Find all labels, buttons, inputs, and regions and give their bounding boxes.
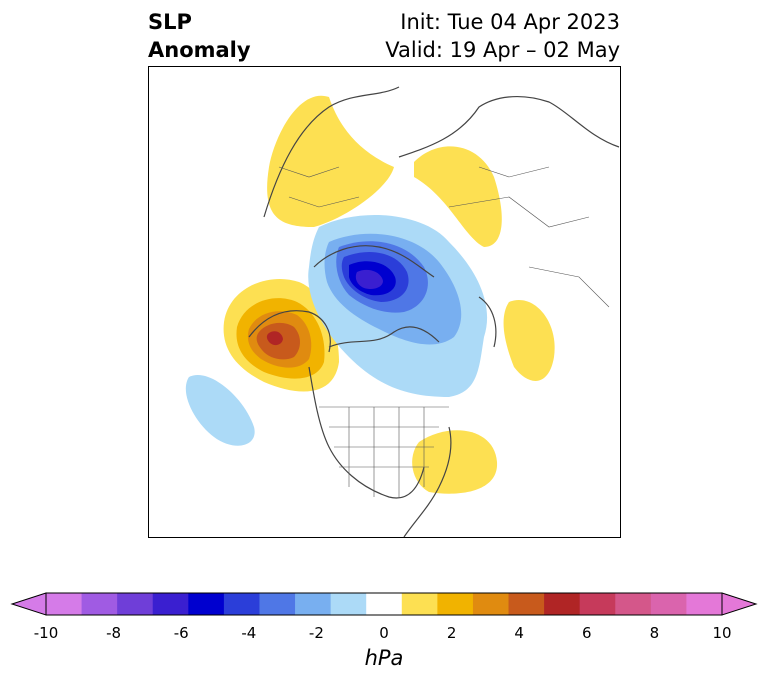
slp-anomaly-map [148, 66, 621, 538]
colorbar-tick-label: 4 [514, 624, 524, 642]
title-variable-line1: SLP [148, 10, 192, 34]
colorbar-tick-label: -4 [241, 624, 257, 642]
positive-anomaly-atlantic [412, 430, 498, 494]
chart-title-variable: SLP Anomaly [148, 8, 251, 64]
colorbar-segment [188, 593, 225, 615]
colorbar-tick-label: 2 [446, 624, 457, 642]
positive-anomaly-greenland [503, 300, 555, 381]
colorbar-segment [401, 593, 438, 615]
colorbar-segment [686, 593, 723, 615]
colorbar-tick-label: -8 [106, 624, 122, 642]
map-canvas [185, 86, 620, 537]
colorbar-tick-label: -6 [173, 624, 189, 642]
political-borders [278, 166, 610, 497]
colorbar-segment [472, 593, 510, 615]
colorbar-segment [544, 593, 581, 615]
coastlines [248, 86, 620, 537]
colorbar-tick-label: 8 [649, 624, 660, 642]
valid-range-label: Valid: 19 Apr – 02 May [385, 38, 620, 62]
colorbar-tick-label: 6 [582, 624, 592, 642]
colorbar-tick-label: -2 [308, 624, 324, 642]
colorbar-segment [81, 593, 118, 615]
anomaly-contours [185, 95, 555, 494]
colorbar-segment [117, 593, 154, 615]
colorbar-segment [46, 593, 83, 615]
colorbar-segment [259, 593, 296, 615]
colorbar-segment [579, 593, 616, 615]
colorbar-segment [366, 593, 403, 615]
colorbar-tick-label: 10 [712, 624, 732, 642]
colorbar-segment [295, 593, 332, 615]
colorbar-border [45, 592, 723, 616]
colorbar-tick-label: -10 [33, 624, 59, 642]
chart-title-dates: Init: Tue 04 Apr 2023 Valid: 19 Apr – 02… [385, 8, 620, 64]
colorbar-segment [223, 593, 260, 615]
colorbar-units-label: hPa [364, 646, 404, 670]
colorbar-segment [650, 593, 687, 615]
init-date-label: Init: Tue 04 Apr 2023 [400, 10, 620, 34]
colorbar-segment [437, 593, 474, 615]
positive-anomaly-alaska-max [266, 331, 283, 346]
colorbar [10, 592, 758, 616]
colorbar-segment [615, 593, 652, 615]
positive-anomaly-europe [267, 95, 394, 228]
positive-anomaly-russia [414, 146, 502, 247]
title-variable-line2: Anomaly [148, 38, 251, 62]
colorbar-extend-high [721, 592, 758, 616]
colorbar-tick-label: 0 [379, 624, 389, 642]
colorbar-segment [152, 593, 189, 615]
negative-anomaly-pacific [185, 375, 255, 446]
colorbar-segment [330, 593, 367, 615]
colorbar-extend-low [10, 592, 47, 616]
negative-anomaly-arctic-min [355, 269, 383, 290]
colorbar-segment [508, 593, 545, 615]
